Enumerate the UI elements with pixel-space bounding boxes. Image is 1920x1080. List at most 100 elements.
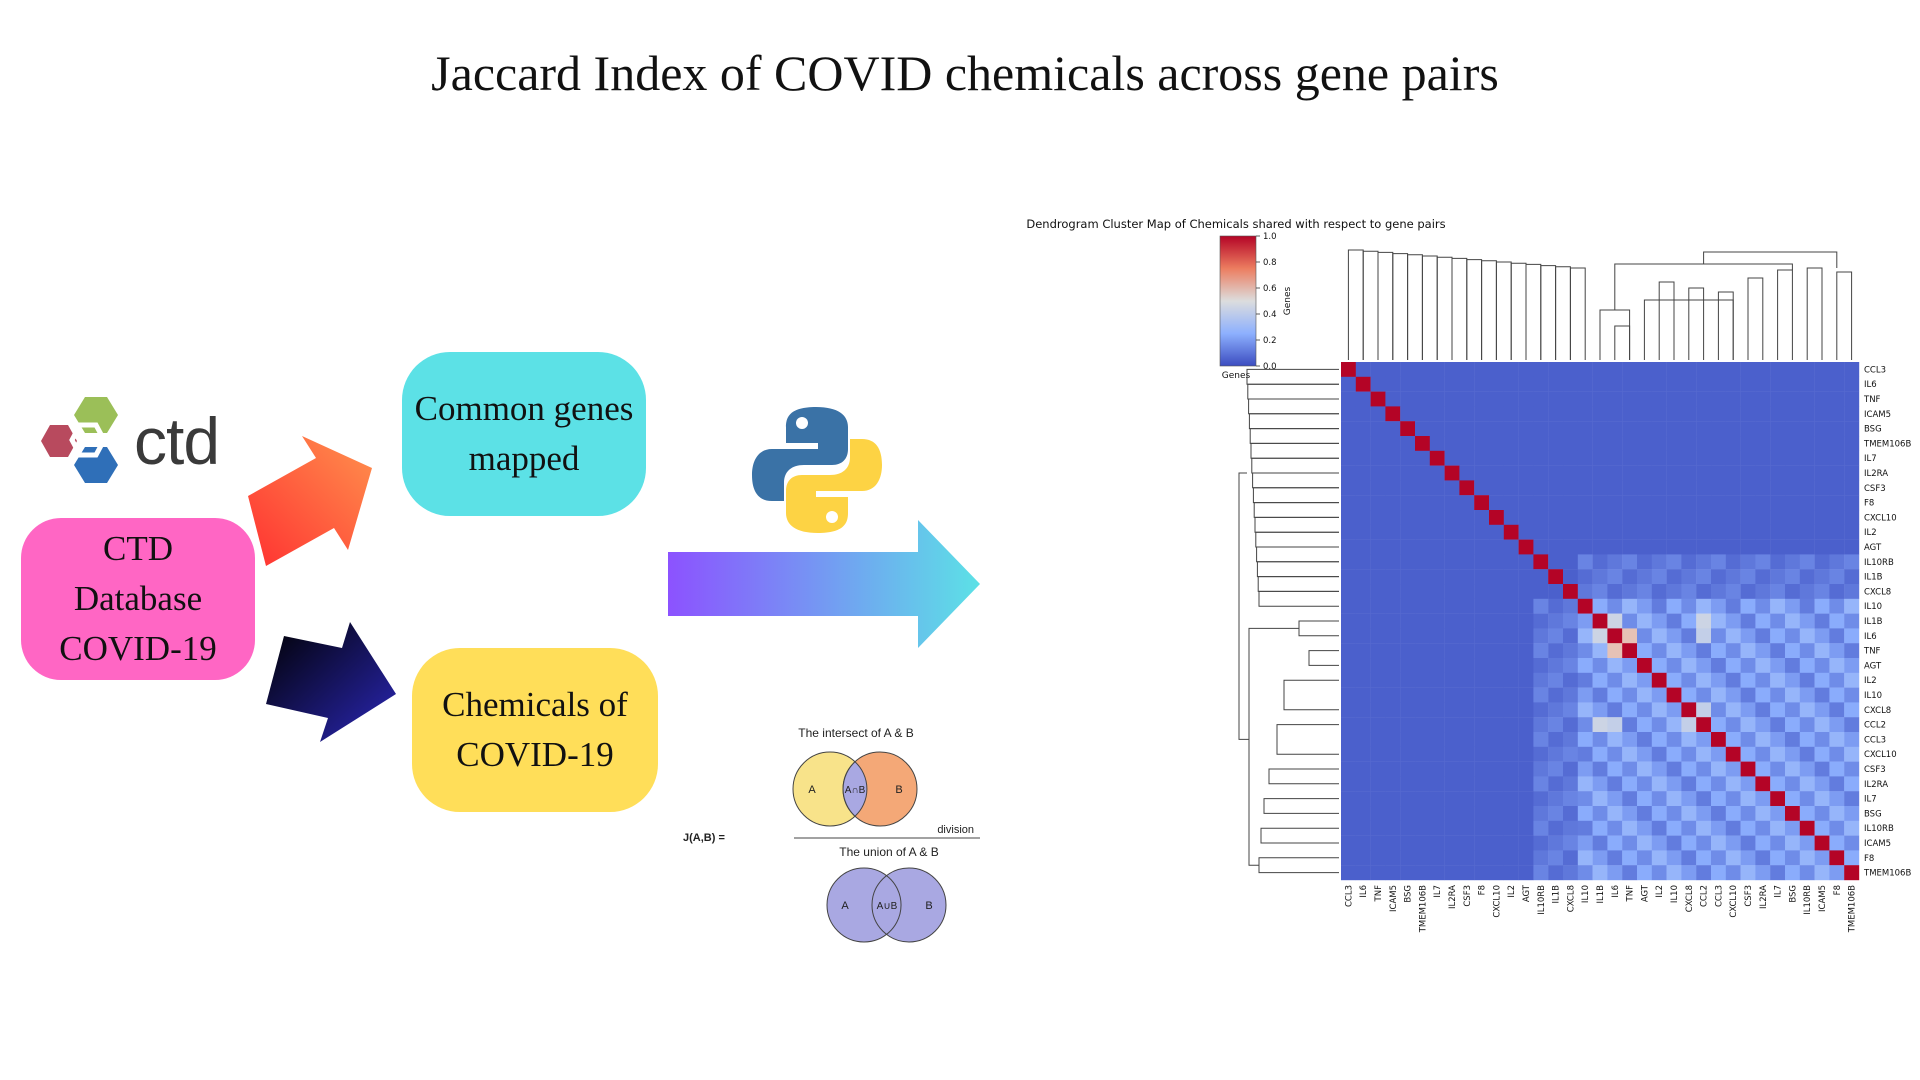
heatmap-cell [1533, 628, 1549, 644]
heatmap-cell [1355, 436, 1371, 451]
heatmap-cell [1755, 391, 1771, 407]
heatmap-cell [1799, 465, 1815, 481]
heatmap-cell [1814, 584, 1830, 599]
heatmap-cell [1637, 672, 1652, 688]
heatmap-cell [1770, 510, 1786, 525]
heatmap-cell [1755, 524, 1771, 540]
heatmap-cell [1341, 524, 1356, 540]
heatmap-cell [1400, 554, 1416, 570]
heatmap-cell [1740, 510, 1756, 525]
dendrogram-link [1248, 398, 1339, 415]
heatmap-cell [1740, 524, 1756, 540]
heatmap-cell [1622, 436, 1638, 451]
heatmap-cell [1489, 376, 1504, 392]
heatmap-cell [1370, 717, 1386, 733]
heatmap-cell [1429, 820, 1445, 836]
heatmap-cell [1415, 850, 1430, 866]
row-label: CXCL10 [1864, 513, 1897, 523]
heatmap-cell [1607, 658, 1623, 673]
heatmap-cell [1518, 628, 1534, 644]
heatmap-cell [1681, 732, 1697, 747]
row-label: CCL3 [1864, 365, 1886, 375]
heatmap-cell [1607, 687, 1623, 703]
heatmap-cell [1829, 761, 1845, 777]
heatmap-cell [1622, 702, 1638, 718]
heatmap-cell [1755, 865, 1771, 881]
heatmap-cell [1666, 524, 1682, 540]
heatmap-cell [1518, 702, 1534, 718]
heatmap-cell [1755, 746, 1771, 762]
heatmap-cell [1400, 465, 1416, 481]
heatmap-cell [1740, 806, 1756, 821]
heatmap-cell [1370, 598, 1386, 614]
heatmap-cell [1711, 746, 1726, 762]
heatmap-cell [1607, 776, 1623, 792]
heatmap-cell [1518, 421, 1534, 437]
heatmap-cell [1429, 850, 1445, 866]
heatmap-cell [1355, 613, 1371, 629]
heatmap-cell [1799, 584, 1815, 599]
dendrogram-link [1377, 251, 1394, 360]
col-label: BSG [1404, 885, 1414, 903]
heatmap-cell [1607, 436, 1623, 451]
heatmap-cell [1518, 495, 1534, 511]
heatmap-cell [1459, 687, 1475, 703]
heatmap-cell [1637, 510, 1652, 525]
heatmap-cell [1370, 865, 1386, 881]
heatmap-cell [1711, 421, 1726, 437]
heatmap-cell [1489, 421, 1504, 437]
heatmap-cell [1444, 362, 1460, 377]
heatmap-cell [1829, 791, 1845, 807]
heatmap-cell [1829, 613, 1845, 629]
heatmap-cell [1355, 554, 1371, 570]
heatmap-cell [1518, 436, 1534, 451]
heatmap-cell [1503, 436, 1519, 451]
heatmap-cell [1681, 362, 1697, 377]
heatmap-cell [1770, 820, 1786, 836]
heatmap-cell [1696, 465, 1712, 481]
heatmap-cell [1637, 450, 1652, 466]
heatmap-cell [1459, 865, 1475, 881]
heatmap-cell [1725, 717, 1741, 733]
heatmap-cell [1637, 376, 1652, 392]
heatmap-cell [1577, 672, 1593, 688]
heatmap-cell [1814, 376, 1830, 392]
heatmap-cell [1548, 865, 1564, 881]
dendrogram-link [1688, 287, 1705, 360]
heatmap-cell [1725, 850, 1741, 866]
heatmap-cell [1844, 672, 1860, 688]
heatmap-cell [1489, 628, 1504, 644]
heatmap-cell [1415, 761, 1430, 777]
page-title: Jaccard Index of COVID chemicals across … [431, 45, 1499, 101]
heatmap-cell [1489, 776, 1504, 792]
heatmap-cell [1577, 598, 1593, 614]
heatmap-cell [1429, 510, 1445, 525]
heatmap-cell [1444, 835, 1460, 851]
heatmap-cell [1785, 480, 1800, 496]
heatmap-cell [1415, 613, 1430, 629]
heatmap-cell [1651, 569, 1667, 585]
heatmap-cell [1651, 584, 1667, 599]
heatmap-cell [1696, 406, 1712, 422]
heatmap-cell [1651, 391, 1667, 407]
heatmap-cell [1607, 761, 1623, 777]
heatmap-cell [1474, 717, 1490, 733]
heatmap-cell [1666, 421, 1682, 437]
heatmap-cell [1355, 495, 1371, 511]
heatmap-cell [1444, 791, 1460, 807]
heatmap-cell [1725, 465, 1741, 481]
heatmap-cell [1385, 495, 1401, 511]
heatmap-cell [1341, 717, 1356, 733]
heatmap-cell [1844, 746, 1860, 762]
heatmap-cell [1415, 480, 1430, 496]
heatmap-cell [1563, 850, 1578, 866]
heatmap-cell [1814, 495, 1830, 511]
heatmap-cell [1622, 524, 1638, 540]
heatmap-cell [1681, 643, 1697, 659]
heatmap-cell [1651, 835, 1667, 851]
heatmap-cell [1755, 850, 1771, 866]
col-label: TMEM106B [1848, 885, 1858, 933]
heatmap-cell [1563, 436, 1578, 451]
heatmap-cell [1622, 628, 1638, 644]
heatmap-cell [1370, 850, 1386, 866]
